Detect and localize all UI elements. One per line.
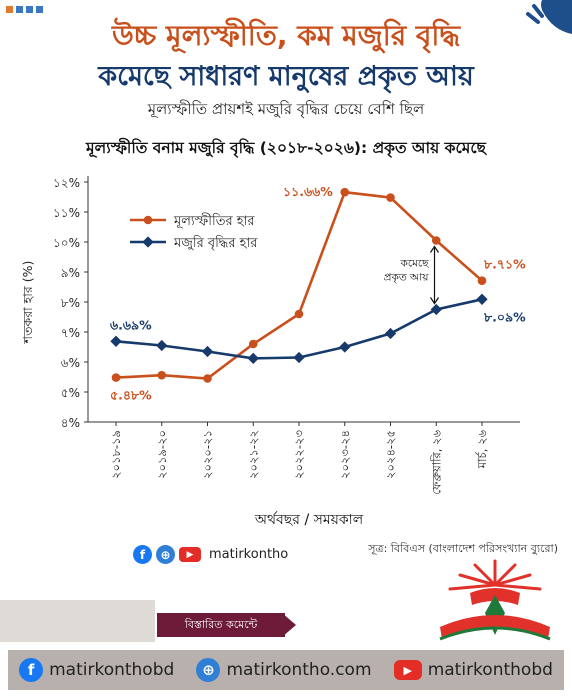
data-label: ৮.৭১%: [483, 257, 526, 272]
headline-secondary: কমেছে সাধারণ মানুষের প্রকৃত আয়: [98, 61, 474, 92]
y-tick-label: ৭%: [61, 326, 80, 340]
corner-square: [36, 6, 43, 13]
footer-facebook-label: matirkonthobd: [49, 660, 175, 680]
data-point: [477, 276, 487, 285]
x-tick-label: ২০২১-২২: [246, 430, 260, 479]
facebook-icon[interactable]: f: [133, 545, 152, 564]
x-tick-label: মার্চ, ২৬: [475, 429, 489, 469]
y-tick-label: ৬%: [61, 356, 80, 370]
data-label: ১১.৬৬%: [283, 184, 333, 199]
legend-label: মূল্যস্ফীতির হার: [173, 213, 255, 229]
data-point: [431, 236, 441, 245]
y-tick-label: ৯%: [61, 266, 80, 280]
footer-youtube[interactable]: ▶ matirkonthobd: [393, 660, 553, 680]
gap-annotation: প্রকৃত আয়: [384, 272, 430, 284]
source-note: সূত্র: বিবিএস (বাংলাদেশ পরিসংখ্যান ব্যুর…: [368, 542, 558, 555]
gap-annotation: কমেছে: [400, 258, 431, 270]
legend-marker: [143, 215, 153, 225]
x-tick-label: ফেব্রুয়ারি, ২৬: [429, 429, 443, 494]
subheadline: মূল্যস্ফীতি প্রায়শই মজুরি বৃদ্ধির চেয়ে…: [147, 100, 425, 118]
legend-marker: [142, 236, 154, 248]
y-tick-label: ৪%: [61, 416, 80, 430]
data-point: [201, 345, 214, 358]
youtube-icon: ▶: [393, 660, 422, 680]
youtube-icon[interactable]: ▶: [179, 547, 201, 562]
details-in-comments-label[interactable]: বিস্তারিত কমেন্টে: [157, 613, 285, 637]
data-point: [293, 351, 305, 364]
x-tick-label: ২০২৪-২৫: [384, 430, 398, 479]
y-axis-label: শতকরা হার (%): [20, 261, 35, 345]
footer-bar: f matirkonthobd ⊕ matirkontho.com ▶ mati…: [8, 650, 564, 690]
legend-label: মজুরি বৃদ্ধির হার: [173, 235, 258, 251]
y-tick-label: ১০%: [53, 236, 80, 250]
x-tick-label: ২০২৩-২৪: [338, 430, 352, 479]
data-point: [384, 327, 397, 340]
social-row: f ⊕ ▶ matirkontho: [133, 545, 288, 564]
data-point: [110, 335, 122, 347]
data-point: [430, 303, 442, 316]
x-tick-label: ২০২২-২৩: [292, 429, 306, 479]
footer-youtube-label: matirkonthobd: [427, 660, 553, 680]
pen-logo-icon: [439, 559, 551, 641]
y-tick-label: ১১%: [53, 206, 80, 220]
series-line: [115, 190, 483, 380]
footer-website[interactable]: ⊕ matirkontho.com: [196, 658, 372, 682]
decorative-band: [0, 600, 155, 642]
line-chart: ৪% ৫% ৬% ৭% ৮% ৯% ১০% ১১% ১২% ২০১৮-১৯ ২০১৯-২০ ২০২০-…: [20, 176, 526, 528]
data-point: [248, 339, 258, 349]
footer-facebook[interactable]: f matirkonthobd: [19, 658, 174, 682]
social-handle[interactable]: matirkontho: [209, 547, 289, 562]
globe-icon[interactable]: ⊕: [156, 545, 175, 564]
chart-title: মূল্যস্ফীতি বনাম মজুরি বৃদ্ধি (২০১৮-২০২৬…: [86, 139, 486, 157]
data-point: [339, 341, 351, 353]
x-tick-label: ২০২০-২১: [201, 430, 215, 479]
corner-square: [16, 6, 23, 13]
gap-arrow-head: [430, 297, 439, 305]
data-point: [156, 339, 168, 352]
globe-icon: ⊕: [196, 658, 221, 682]
data-point: [247, 352, 259, 365]
gap-arrow-head: [430, 245, 439, 253]
corner-square: [26, 6, 33, 13]
cta-arrow: [282, 613, 296, 637]
data-label: ৫.৪৮%: [110, 388, 152, 403]
corner-square: [6, 6, 13, 13]
data-point: [111, 373, 121, 382]
footer-website-label: matirkontho.com: [226, 660, 372, 680]
data-label: ৮.০৯%: [483, 309, 526, 324]
data-point: [203, 374, 212, 383]
headline-primary: উচ্চ মূল্যস্ফীতি, কম মজুরি বৃদ্ধি: [112, 19, 460, 52]
data-point: [157, 370, 167, 380]
data-point: [294, 309, 304, 319]
series-line: [115, 298, 483, 360]
y-tick-label: ৮%: [61, 296, 80, 310]
data-point: [476, 293, 488, 305]
facebook-icon: f: [19, 658, 44, 682]
x-tick-label: ২০১৯-২০: [155, 430, 169, 479]
y-tick-label: ৫%: [61, 386, 80, 400]
data-point: [386, 193, 395, 202]
data-label: ৬.৬৯%: [110, 317, 152, 332]
corner-decoration: [526, 0, 572, 34]
y-tick-label: ১২%: [53, 176, 80, 190]
x-tick-label: ২০১৮-১৯: [109, 430, 123, 479]
data-point: [340, 187, 350, 197]
x-axis-label: অর্থবছর / সময়কাল: [254, 511, 364, 528]
